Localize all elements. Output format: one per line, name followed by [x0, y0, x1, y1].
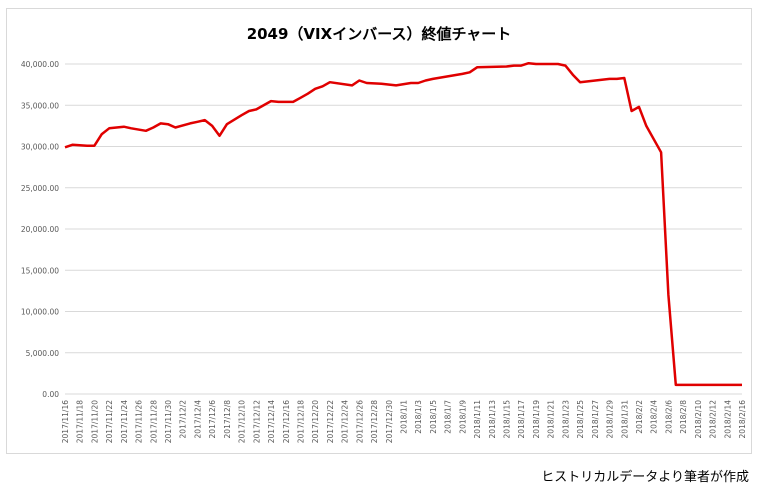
x-tick-label: 2017/12/16 [282, 400, 291, 443]
x-tick-label: 2017/12/6 [208, 400, 217, 439]
x-tick-label: 2018/1/17 [517, 400, 526, 439]
y-tick-label: 30,000.00 [21, 143, 59, 152]
x-tick-label: 2018/1/9 [458, 400, 467, 434]
x-tick-label: 2017/11/18 [76, 400, 85, 443]
y-tick-label: 25,000.00 [21, 184, 59, 193]
x-tick-label: 2018/2/10 [694, 400, 703, 439]
y-tick-label: 40,000.00 [21, 60, 59, 69]
source-note: ヒストリカルデータより筆者が作成 [541, 470, 749, 485]
y-tick-label: 10,000.00 [21, 308, 59, 317]
x-tick-label: 2018/1/15 [503, 400, 512, 439]
chart-title: 2049（VIXインバース）終値チャート [246, 25, 512, 43]
x-tick-label: 2017/12/2 [179, 400, 188, 439]
x-tick-label: 2018/1/19 [532, 400, 541, 439]
x-tick-label: 2017/11/26 [135, 400, 144, 443]
x-tick-label: 2018/1/3 [414, 400, 423, 434]
x-tick-label: 2017/12/8 [223, 400, 232, 439]
x-tick-label: 2018/2/2 [635, 400, 644, 434]
x-tick-label: 2017/11/16 [61, 400, 70, 443]
x-tick-label: 2018/2/8 [679, 400, 688, 434]
x-tick-label: 2017/12/12 [252, 400, 261, 443]
x-tick-label: 2017/11/20 [90, 400, 99, 443]
x-tick-label: 2017/12/28 [370, 400, 379, 443]
x-tick-label: 2018/1/27 [591, 400, 600, 439]
chart-frame: 2049（VIXインバース）終値チャート 0.00 5,000.00 10,000.… [6, 8, 752, 454]
y-tick-label: 0.00 [42, 390, 59, 399]
x-tick-label: 2017/11/30 [164, 400, 173, 443]
x-tick-label: 2018/1/29 [606, 400, 615, 439]
y-tick-label: 35,000.00 [21, 101, 59, 110]
x-tick-label: 2017/12/18 [296, 400, 305, 443]
x-tick-label: 2018/2/6 [664, 400, 673, 434]
x-tick-label: 2018/1/7 [444, 400, 453, 434]
x-tick-label: 2017/11/24 [120, 400, 129, 443]
x-tick-label: 2017/12/4 [193, 400, 202, 439]
y-tick-label: 20,000.00 [21, 225, 59, 234]
x-tick-label: 2017/12/14 [267, 400, 276, 443]
x-tick-label: 2018/1/23 [561, 400, 570, 439]
x-tick-label: 2018/2/12 [709, 400, 718, 439]
x-tick-label: 2018/2/4 [650, 400, 659, 434]
x-tick-label: 2017/11/22 [105, 400, 114, 443]
chart-plot: 0.00 5,000.00 10,000.00 15,000.00 20,000.00 2… [21, 60, 747, 443]
x-tick-label: 2017/11/28 [149, 400, 158, 443]
x-tick-label: 2017/12/22 [326, 400, 335, 443]
x-tick-label: 2017/12/10 [238, 400, 247, 443]
x-tick-label: 2018/1/25 [576, 400, 585, 439]
y-tick-label: 15,000.00 [21, 266, 59, 275]
x-tick-label: 2018/1/13 [488, 400, 497, 439]
x-tick-label: 2018/1/11 [473, 400, 482, 439]
x-tick-label: 2017/12/26 [355, 400, 364, 443]
x-tick-label: 2018/1/1 [400, 400, 409, 434]
x-tick-label: 2017/12/24 [341, 400, 350, 443]
x-tick-label: 2017/12/20 [311, 400, 320, 443]
x-tick-label: 2018/2/14 [723, 400, 732, 439]
y-tick-label: 5,000.00 [26, 349, 60, 358]
x-tick-label: 2018/1/5 [429, 400, 438, 434]
x-tick-label: 2017/12/30 [385, 400, 394, 443]
x-tick-label: 2018/1/21 [547, 400, 556, 439]
x-tick-label: 2018/2/16 [738, 400, 747, 439]
x-tick-label: 2018/1/31 [620, 400, 629, 439]
series-line [64, 61, 742, 387]
